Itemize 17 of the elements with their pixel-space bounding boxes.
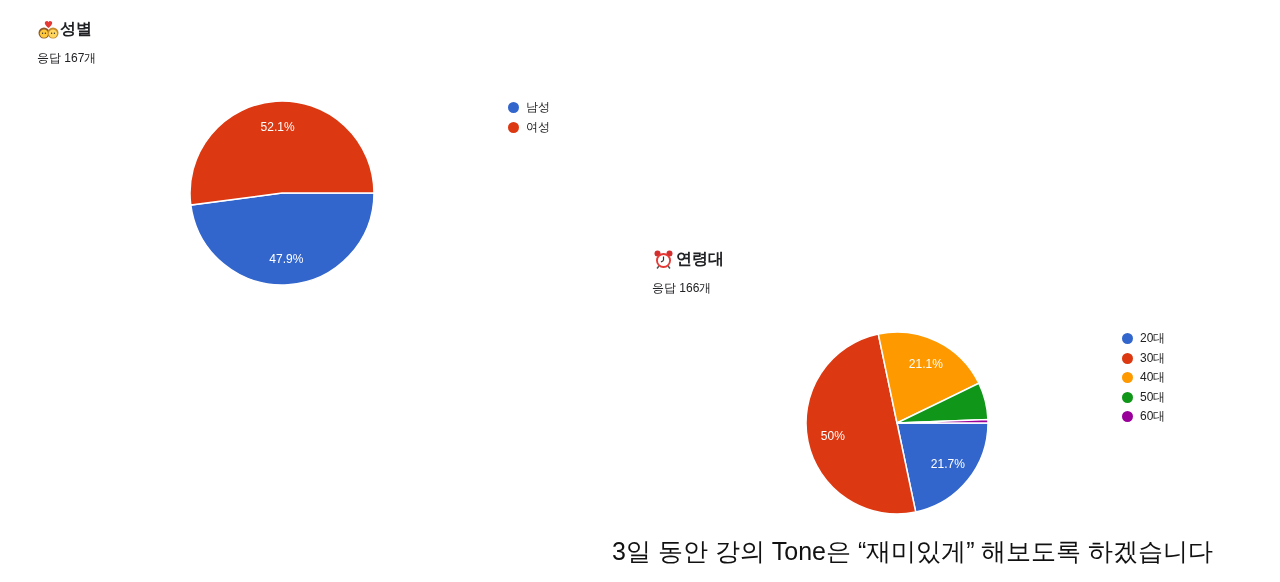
data-label: 52.1% <box>260 119 295 134</box>
data-label: 47.9% <box>269 252 304 267</box>
legend-label: 50대 <box>1140 388 1166 406</box>
chart-title: 성별 <box>60 20 92 37</box>
legend-label: 20대 <box>1140 330 1166 348</box>
legend-label: 60대 <box>1140 408 1166 426</box>
text: 3일 동안 강의 Tone은 “재미있게” 해보도록 하겠습니다 <box>612 537 1214 565</box>
legend-label: 40대 <box>1140 369 1166 387</box>
data-label: 50% <box>820 429 846 444</box>
legend-label: 여성 <box>526 118 550 136</box>
text: 응답 166개 <box>652 281 712 295</box>
text: 응답 167개 <box>37 51 97 65</box>
legend-label: 남성 <box>526 99 550 117</box>
chart-title: 연령대 <box>676 250 724 267</box>
legend-label: 30대 <box>1140 349 1166 367</box>
data-label: 21.1% <box>908 357 944 372</box>
data-label: 21.7% <box>930 457 966 472</box>
